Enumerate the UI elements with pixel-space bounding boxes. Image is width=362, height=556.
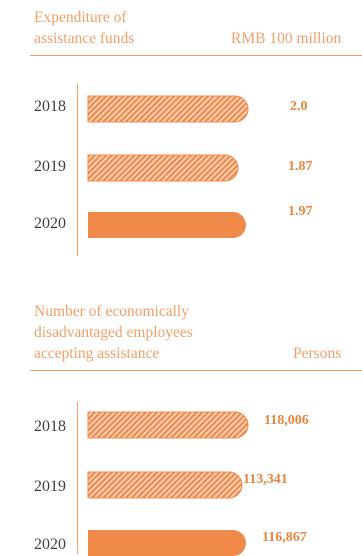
category-label-2019: 2019 xyxy=(34,158,66,175)
value-label-2019: 113,341 xyxy=(243,472,288,487)
chart-title-line: Expenditure of xyxy=(34,9,127,26)
category-label-2018: 2018 xyxy=(34,418,66,435)
category-label-2019: 2019 xyxy=(34,478,66,495)
unit-label: Persons xyxy=(293,345,342,362)
unit-label: RMB 100 million xyxy=(231,30,342,47)
chart-title-line: accepting assistance xyxy=(34,345,160,362)
bar-shape xyxy=(88,530,246,556)
bar-shape xyxy=(87,471,243,499)
bar-2020 xyxy=(88,212,246,238)
category-label-2020: 2020 xyxy=(34,215,66,232)
y-axis-line xyxy=(77,84,78,256)
bar-shape xyxy=(88,212,246,238)
y-axis-line xyxy=(77,402,78,554)
title-divider xyxy=(30,55,362,56)
chart-title-line: Number of economically xyxy=(34,303,189,320)
bar-2018 xyxy=(87,95,249,123)
bar-2019 xyxy=(87,154,239,182)
value-label-2020: 1.97 xyxy=(288,204,313,219)
value-label-2018: 2.0 xyxy=(290,99,308,114)
bar-2019 xyxy=(87,471,243,499)
bar-shape xyxy=(87,154,239,182)
bar-2018 xyxy=(87,411,249,439)
bar-shape xyxy=(87,95,249,123)
value-label-2019: 1.87 xyxy=(288,159,313,174)
title-divider xyxy=(30,370,362,371)
category-label-2020: 2020 xyxy=(34,536,66,553)
bar-2020 xyxy=(88,530,246,556)
category-label-2018: 2018 xyxy=(34,98,66,115)
chart-title-line: disadvantaged employees xyxy=(34,324,193,341)
value-label-2020: 116,867 xyxy=(262,530,307,545)
bar-shape xyxy=(87,411,249,439)
value-label-2018: 118,006 xyxy=(264,413,309,428)
chart-title-line: assistance funds xyxy=(34,30,135,47)
